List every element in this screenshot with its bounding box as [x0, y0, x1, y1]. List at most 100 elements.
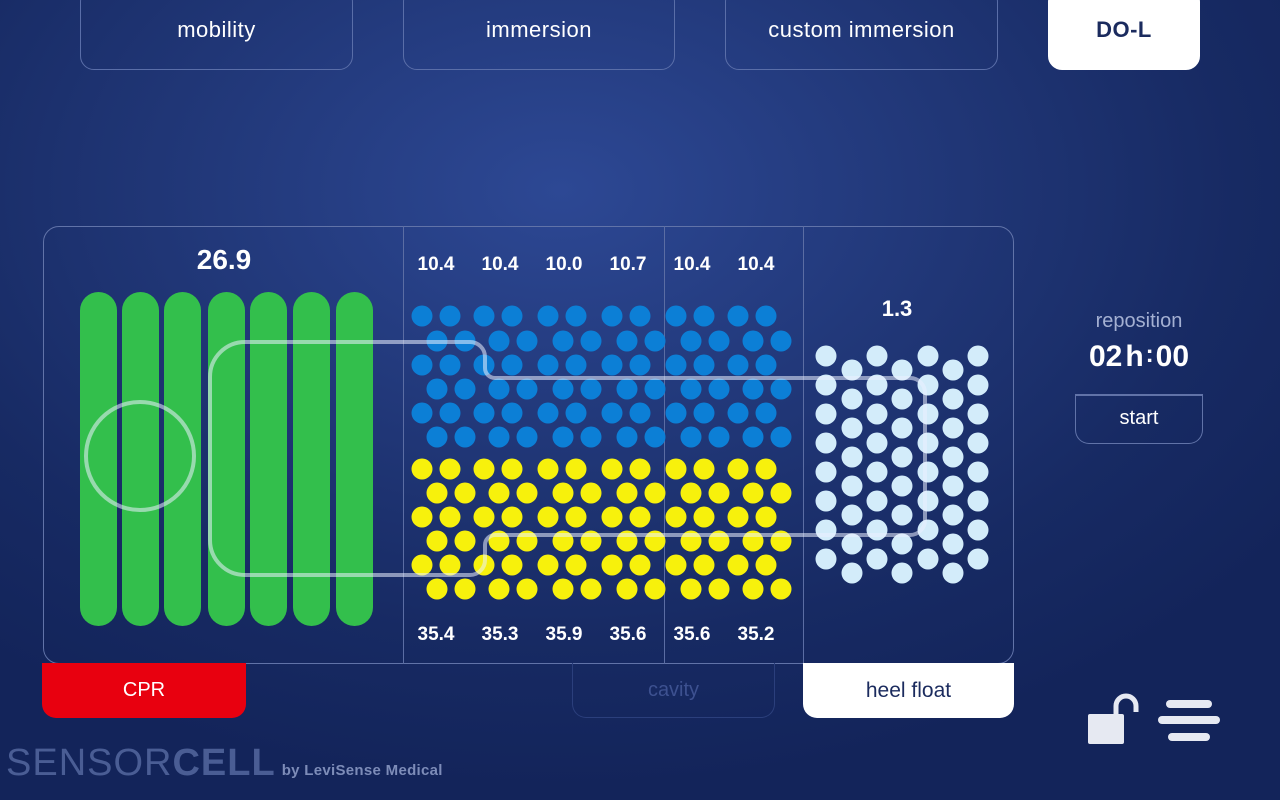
heel-cell-dot [967, 519, 989, 541]
cpr-button[interactable]: CPR [42, 663, 246, 718]
air-cell-dot [755, 305, 777, 327]
top-zone-value: 10.4 [417, 254, 455, 275]
air-cell-dot [665, 354, 687, 376]
air-cell-dot [565, 458, 587, 480]
air-cell-dot [601, 554, 623, 576]
heel-cell-dot [942, 446, 964, 468]
zone-divider [403, 226, 404, 664]
mattress-panel [43, 226, 1014, 664]
heel-cell-dot [942, 504, 964, 526]
air-cell-dot [552, 482, 574, 504]
air-cell-dot [616, 578, 638, 600]
tab-mobility[interactable]: mobility [80, 0, 353, 70]
air-cell-dot [454, 378, 476, 400]
air-cell-dot [488, 426, 510, 448]
air-cell-dot [537, 506, 559, 528]
cpr-zone-value: 26.9 [196, 244, 252, 275]
timer-minutes: 00 [1155, 340, 1190, 373]
air-cell-dot [693, 554, 715, 576]
tab-do-l[interactable]: DO-L [1048, 0, 1200, 70]
air-cell-dot [411, 354, 433, 376]
air-cell-dot [742, 482, 764, 504]
tab-immersion[interactable]: immersion [403, 0, 675, 70]
air-cell-dot [742, 578, 764, 600]
heel-cell-dot [942, 388, 964, 410]
heel-cell-dot [891, 504, 913, 526]
air-cell-dot [552, 426, 574, 448]
air-cell-dot [426, 426, 448, 448]
air-cell-dot [665, 554, 687, 576]
air-cell-dot [426, 378, 448, 400]
air-cell-dot [693, 506, 715, 528]
air-cell-dot [770, 378, 792, 400]
air-cell-dot [644, 482, 666, 504]
air-cell-dot [552, 330, 574, 352]
heel-cell-dot [866, 345, 888, 367]
air-cell-dot [665, 402, 687, 424]
tab-custom-immersion[interactable]: custom immersion [725, 0, 998, 70]
air-cell-dot [755, 402, 777, 424]
air-cell-dot [552, 378, 574, 400]
air-cell-bar [250, 292, 287, 626]
air-cell-dot [552, 578, 574, 600]
heel-cell-dot [917, 403, 939, 425]
air-cell-dot [580, 378, 602, 400]
air-cell-dot [426, 482, 448, 504]
heel-cell-dot [815, 345, 837, 367]
air-cell-dot [644, 578, 666, 600]
air-cell-dot [742, 378, 764, 400]
air-cell-dot [501, 554, 523, 576]
air-cell-dot [426, 530, 448, 552]
heel-cell-dot [942, 562, 964, 584]
bottom-zone-value: 35.9 [545, 624, 583, 645]
brand-bold: CELL [172, 742, 276, 784]
air-cell-bar [122, 292, 159, 626]
zone-divider [664, 226, 665, 664]
air-cell-dot [537, 402, 559, 424]
air-cell-dot [693, 354, 715, 376]
air-cell-dot [616, 330, 638, 352]
heel-cell-dot [815, 519, 837, 541]
air-cell-dot [601, 402, 623, 424]
air-cell-dot [516, 426, 538, 448]
timer-separator: : [1145, 341, 1154, 368]
heel-cell-dot [967, 490, 989, 512]
air-cell-dot [454, 426, 476, 448]
air-cell-dot [473, 305, 495, 327]
heel-cell-dot [815, 432, 837, 454]
heel-cell-dot [942, 533, 964, 555]
unlock-icon[interactable] [1086, 692, 1142, 746]
start-button[interactable]: start [1075, 394, 1203, 444]
heel-cell-dot [917, 345, 939, 367]
heel-cell-dot [891, 388, 913, 410]
air-cell-dot [770, 482, 792, 504]
air-cell-dot [644, 378, 666, 400]
air-cell-dot [439, 506, 461, 528]
cavity-button[interactable]: cavity [572, 663, 775, 718]
air-cell-dot [488, 378, 510, 400]
air-cell-dot [727, 305, 749, 327]
air-cell-dot [411, 305, 433, 327]
air-cell-dot [488, 482, 510, 504]
menu-icon[interactable] [1158, 700, 1220, 744]
air-cell-dot [644, 330, 666, 352]
timer-hours: 02 [1088, 340, 1123, 373]
air-cell-dot [727, 506, 749, 528]
top-zone-value: 10.4 [673, 254, 711, 275]
air-cell-dot [565, 402, 587, 424]
air-cell-dot [665, 506, 687, 528]
body-outline [208, 340, 470, 577]
heel-cell-dot [841, 417, 863, 439]
air-cell-dot [708, 426, 730, 448]
zone-divider [803, 226, 804, 664]
air-cell-dot [770, 330, 792, 352]
heel-cell-dot [891, 446, 913, 468]
heel-cell-dot [917, 548, 939, 570]
bottom-zone-value: 35.2 [737, 624, 775, 645]
heel-cell-dot [841, 562, 863, 584]
top-zone-value: 10.7 [609, 254, 647, 275]
air-cell-dot [580, 482, 602, 504]
heel-float-button[interactable]: heel float [803, 663, 1014, 718]
air-cell-dot [516, 482, 538, 504]
head-outline [84, 400, 196, 512]
